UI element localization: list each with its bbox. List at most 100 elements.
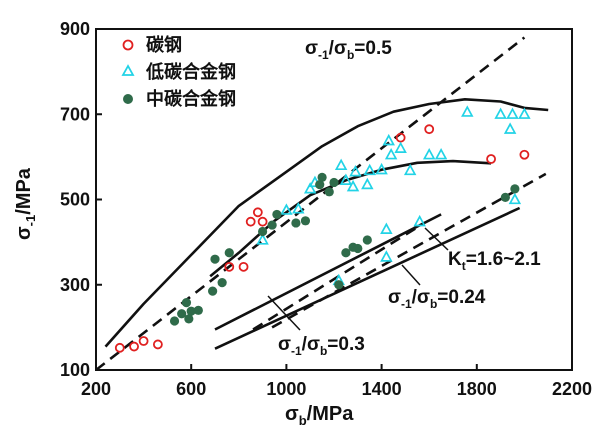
y-tick-label: 300	[60, 275, 90, 295]
data-point-medium-carbon-alloy-steel	[317, 172, 327, 182]
middle-curve	[209, 159, 492, 278]
data-point-low-carbon-alloy-steel	[339, 173, 353, 185]
ratio-0.24-leader-line	[401, 264, 421, 286]
data-point-medium-carbon-alloy-steel	[193, 305, 203, 315]
data-point-low-carbon-alloy-steel	[349, 165, 362, 177]
Kt-upper-line	[214, 213, 442, 331]
ratio-0.3-leader-line	[267, 295, 301, 331]
data-point-low-carbon-alloy-steel	[518, 107, 531, 119]
data-point-low-carbon-alloy-steel	[380, 222, 393, 234]
y-tick-label: 900	[60, 19, 90, 39]
data-point-medium-carbon-alloy-steel	[208, 286, 218, 296]
data-point-low-carbon-alloy-steel	[280, 203, 293, 215]
annotation-kt: Kt=1.6~2.1	[448, 249, 541, 273]
legend-label-carbon-steel: 碳钢	[146, 34, 182, 56]
data-point-low-carbon-alloy-steel	[394, 141, 407, 153]
data-point-medium-carbon-alloy-steel	[267, 220, 277, 230]
data-point-low-carbon-alloy-steel	[375, 162, 388, 175]
data-point-medium-carbon-alloy-steel	[217, 278, 227, 288]
data-point-carbon-steel	[519, 149, 530, 160]
data-point-medium-carbon-alloy-steel	[181, 298, 192, 308]
annotation-ratio-0.5: σ-1/σb=0.5	[305, 38, 392, 62]
data-point-low-carbon-alloy-steel	[413, 214, 426, 227]
data-point-low-carbon-alloy-steel	[503, 122, 517, 134]
data-point-low-carbon-alloy-steel	[434, 147, 448, 160]
ticks-layer: 200 600 1000 1400 1800 2200 100 300 500 700 900	[60, 19, 592, 399]
data-point-medium-carbon-alloy-steel	[329, 177, 339, 188]
data-point-carbon-steel	[114, 342, 125, 353]
data-point-low-carbon-alloy-steel	[422, 147, 436, 160]
data-point-carbon-steel	[424, 124, 435, 135]
upper-envelope	[104, 98, 549, 348]
data-point-low-carbon-alloy-steel	[256, 233, 269, 245]
data-point-medium-carbon-alloy-steel	[341, 248, 351, 258]
data-point-carbon-steel	[152, 339, 163, 350]
data-point-medium-carbon-alloy-steel	[315, 179, 325, 190]
data-point-low-carbon-alloy-steel	[461, 105, 474, 117]
y-tick-label: 700	[60, 104, 90, 124]
data-point-medium-carbon-alloy-steel	[362, 235, 372, 245]
legend-marker-carbon-steel	[122, 39, 134, 51]
data-point-carbon-steel	[224, 261, 235, 272]
data-point-low-carbon-alloy-steel	[334, 158, 348, 171]
data-point-carbon-steel	[486, 154, 496, 164]
data-point-medium-carbon-alloy-steel	[169, 316, 180, 326]
data-point-medium-carbon-alloy-steel	[500, 192, 510, 202]
data-point-low-carbon-alloy-steel	[292, 202, 305, 214]
data-point-medium-carbon-alloy-steel	[184, 314, 194, 324]
data-point-low-carbon-alloy-steel	[303, 182, 317, 194]
curves-layer	[95, 36, 549, 372]
legend-marker-low-carbon-alloy-steel	[121, 64, 135, 76]
data-point-medium-carbon-alloy-steel	[334, 280, 344, 290]
data-point-low-carbon-alloy-steel	[346, 179, 360, 192]
data-point-medium-carbon-alloy-steel	[210, 254, 220, 264]
annotation-ratio-0.3: σ-1/σb=0.3	[278, 334, 365, 358]
data-point-low-carbon-alloy-steel	[508, 192, 522, 205]
data-point-low-carbon-alloy-steel	[403, 163, 417, 176]
x-tick-label: 2200	[552, 379, 592, 399]
data-point-carbon-steel	[129, 341, 139, 352]
data-point-carbon-steel	[252, 207, 263, 218]
data-point-medium-carbon-alloy-steel	[510, 184, 520, 194]
data-point-low-carbon-alloy-steel	[384, 147, 398, 160]
kt-leader-line	[424, 227, 449, 251]
data-point-low-carbon-alloy-steel	[361, 177, 374, 190]
x-tick-label: 1400	[362, 379, 402, 399]
x-tick-label: 200	[81, 379, 111, 399]
x-tick-label: 1000	[266, 379, 306, 399]
data-point-medium-carbon-alloy-steel	[324, 187, 334, 197]
y-tick-label: 100	[60, 360, 90, 380]
data-point-medium-carbon-alloy-steel	[291, 218, 301, 228]
data-point-low-carbon-alloy-steel	[363, 163, 376, 176]
data-point-low-carbon-alloy-steel	[382, 133, 395, 146]
legend-label-medium-carbon-alloy-steel: 中碳合金钢	[146, 88, 236, 110]
x-tick-label: 600	[176, 379, 206, 399]
data-point-medium-carbon-alloy-steel	[177, 309, 187, 319]
data-point-medium-carbon-alloy-steel	[353, 243, 363, 254]
x-tick-label: 1800	[457, 379, 497, 399]
data-point-carbon-steel	[238, 261, 249, 272]
data-point-medium-carbon-alloy-steel	[258, 226, 268, 237]
data-point-low-carbon-alloy-steel	[494, 107, 507, 119]
data-point-medium-carbon-alloy-steel	[224, 248, 234, 258]
data-point-medium-carbon-alloy-steel	[186, 306, 196, 316]
data-point-medium-carbon-alloy-steel	[272, 209, 282, 220]
y-tick-label: 500	[60, 190, 90, 210]
data-point-low-carbon-alloy-steel	[380, 250, 393, 262]
annotation-ratio-0.24: σ-1/σb=0.24	[388, 287, 486, 311]
ratio-0.24-line	[271, 172, 547, 329]
y-axis-label: σ-1/MPa	[13, 167, 38, 240]
ratio-0.5-line	[95, 36, 526, 372]
points-layer	[114, 105, 531, 353]
data-point-medium-carbon-alloy-steel	[300, 216, 311, 226]
data-point-carbon-steel	[245, 216, 256, 227]
legend-marker-medium-carbon-alloy-steel	[123, 94, 133, 104]
data-point-carbon-steel	[138, 336, 149, 346]
data-point-carbon-steel	[257, 216, 268, 227]
Kt-middle-line	[214, 206, 521, 350]
data-point-low-carbon-alloy-steel	[506, 107, 519, 119]
legend-label-low-carbon-alloy-steel: 低碳合金钢	[145, 61, 236, 83]
legend: 碳钢 低碳合金钢 中碳合金钢	[121, 34, 236, 110]
x-axis-label: σb/MPa	[285, 403, 354, 428]
